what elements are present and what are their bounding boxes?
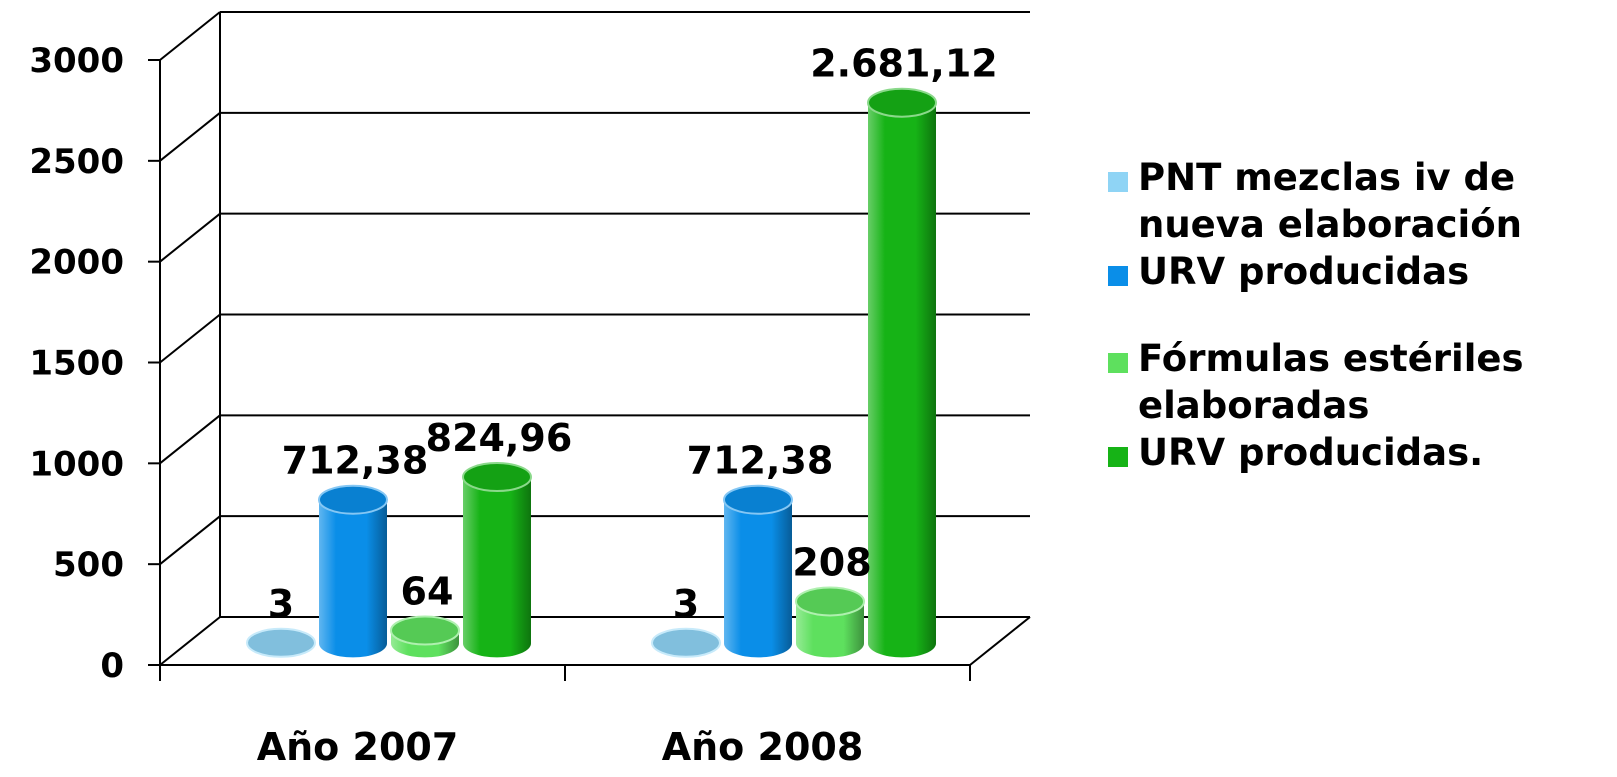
bar-top	[462, 462, 532, 493]
legend-label: URV producidas	[1138, 250, 1470, 293]
gridline-depth	[159, 212, 221, 263]
y-tick-label: 1500	[29, 344, 124, 384]
data-label: 824,96	[426, 416, 573, 460]
data-label: 712,38	[687, 439, 834, 483]
bar-body	[319, 499, 387, 658]
bar-top	[651, 627, 721, 658]
bar-body	[724, 499, 792, 658]
bar	[318, 484, 388, 658]
legend-item: Fórmulas estériles elaboradas	[1108, 335, 1613, 429]
bar-body	[463, 477, 531, 658]
bar-body	[796, 601, 864, 658]
legend-item: URV producidas	[1108, 248, 1613, 295]
bar	[462, 462, 532, 658]
data-label: 712,38	[282, 439, 429, 483]
gridline-depth	[159, 515, 221, 565]
bar-top	[390, 615, 460, 646]
data-label: 3	[673, 582, 699, 626]
legend-item: URV producidas.	[1108, 429, 1613, 476]
bar-body	[868, 102, 936, 658]
bar-top	[246, 627, 316, 658]
data-label: 2.681,12	[810, 42, 998, 86]
data-labels: 3 712,38 64 824,96 3 712,38 208 2.681,12	[268, 42, 998, 626]
x-category-label: Año 2007	[257, 725, 459, 769]
floor-edge	[969, 616, 1031, 666]
y-tick-label: 3000	[29, 41, 124, 81]
data-label: 3	[268, 582, 294, 626]
gridline-depth	[159, 11, 221, 61]
bar-top	[795, 586, 865, 617]
legend-label: URV producidas.	[1138, 431, 1484, 474]
data-label: 208	[792, 540, 871, 584]
gridline-depth	[159, 313, 221, 364]
axes: 0 500 1000 1500 2000 2500 3000 Año 2007 Año 2008	[29, 12, 1031, 769]
legend-swatch	[1108, 353, 1128, 373]
bar	[390, 615, 460, 658]
bar-top	[318, 484, 388, 515]
x-category-label: Año 2008	[662, 725, 864, 769]
legend-item: PNT mezclas iv de nueva elaboración	[1108, 154, 1613, 248]
bar	[651, 627, 721, 658]
bar-top	[867, 87, 937, 118]
bar	[723, 484, 793, 658]
y-tick-label: 500	[53, 545, 124, 585]
legend-label: Fórmulas estériles elaboradas	[1138, 337, 1524, 427]
data-label: 64	[401, 569, 454, 613]
gridline-depth	[159, 112, 221, 162]
legend-swatch	[1108, 172, 1128, 192]
legend-label: PNT mezclas iv de nueva elaboración	[1138, 156, 1522, 246]
bar	[867, 87, 937, 658]
bar	[246, 627, 316, 658]
y-tick-label: 0	[100, 646, 124, 686]
legend-swatch	[1108, 266, 1128, 286]
gridline-depth	[159, 616, 221, 666]
gridline-depth	[159, 414, 221, 465]
legend: PNT mezclas iv de nueva elaboración URV p…	[1108, 154, 1613, 476]
y-tick-label: 2000	[29, 243, 124, 283]
bars	[246, 87, 937, 658]
legend-swatch	[1108, 447, 1128, 467]
bar-top	[723, 484, 793, 515]
y-tick-label: 1000	[29, 444, 124, 484]
bar	[795, 586, 865, 658]
y-tick-label: 2500	[29, 142, 124, 182]
